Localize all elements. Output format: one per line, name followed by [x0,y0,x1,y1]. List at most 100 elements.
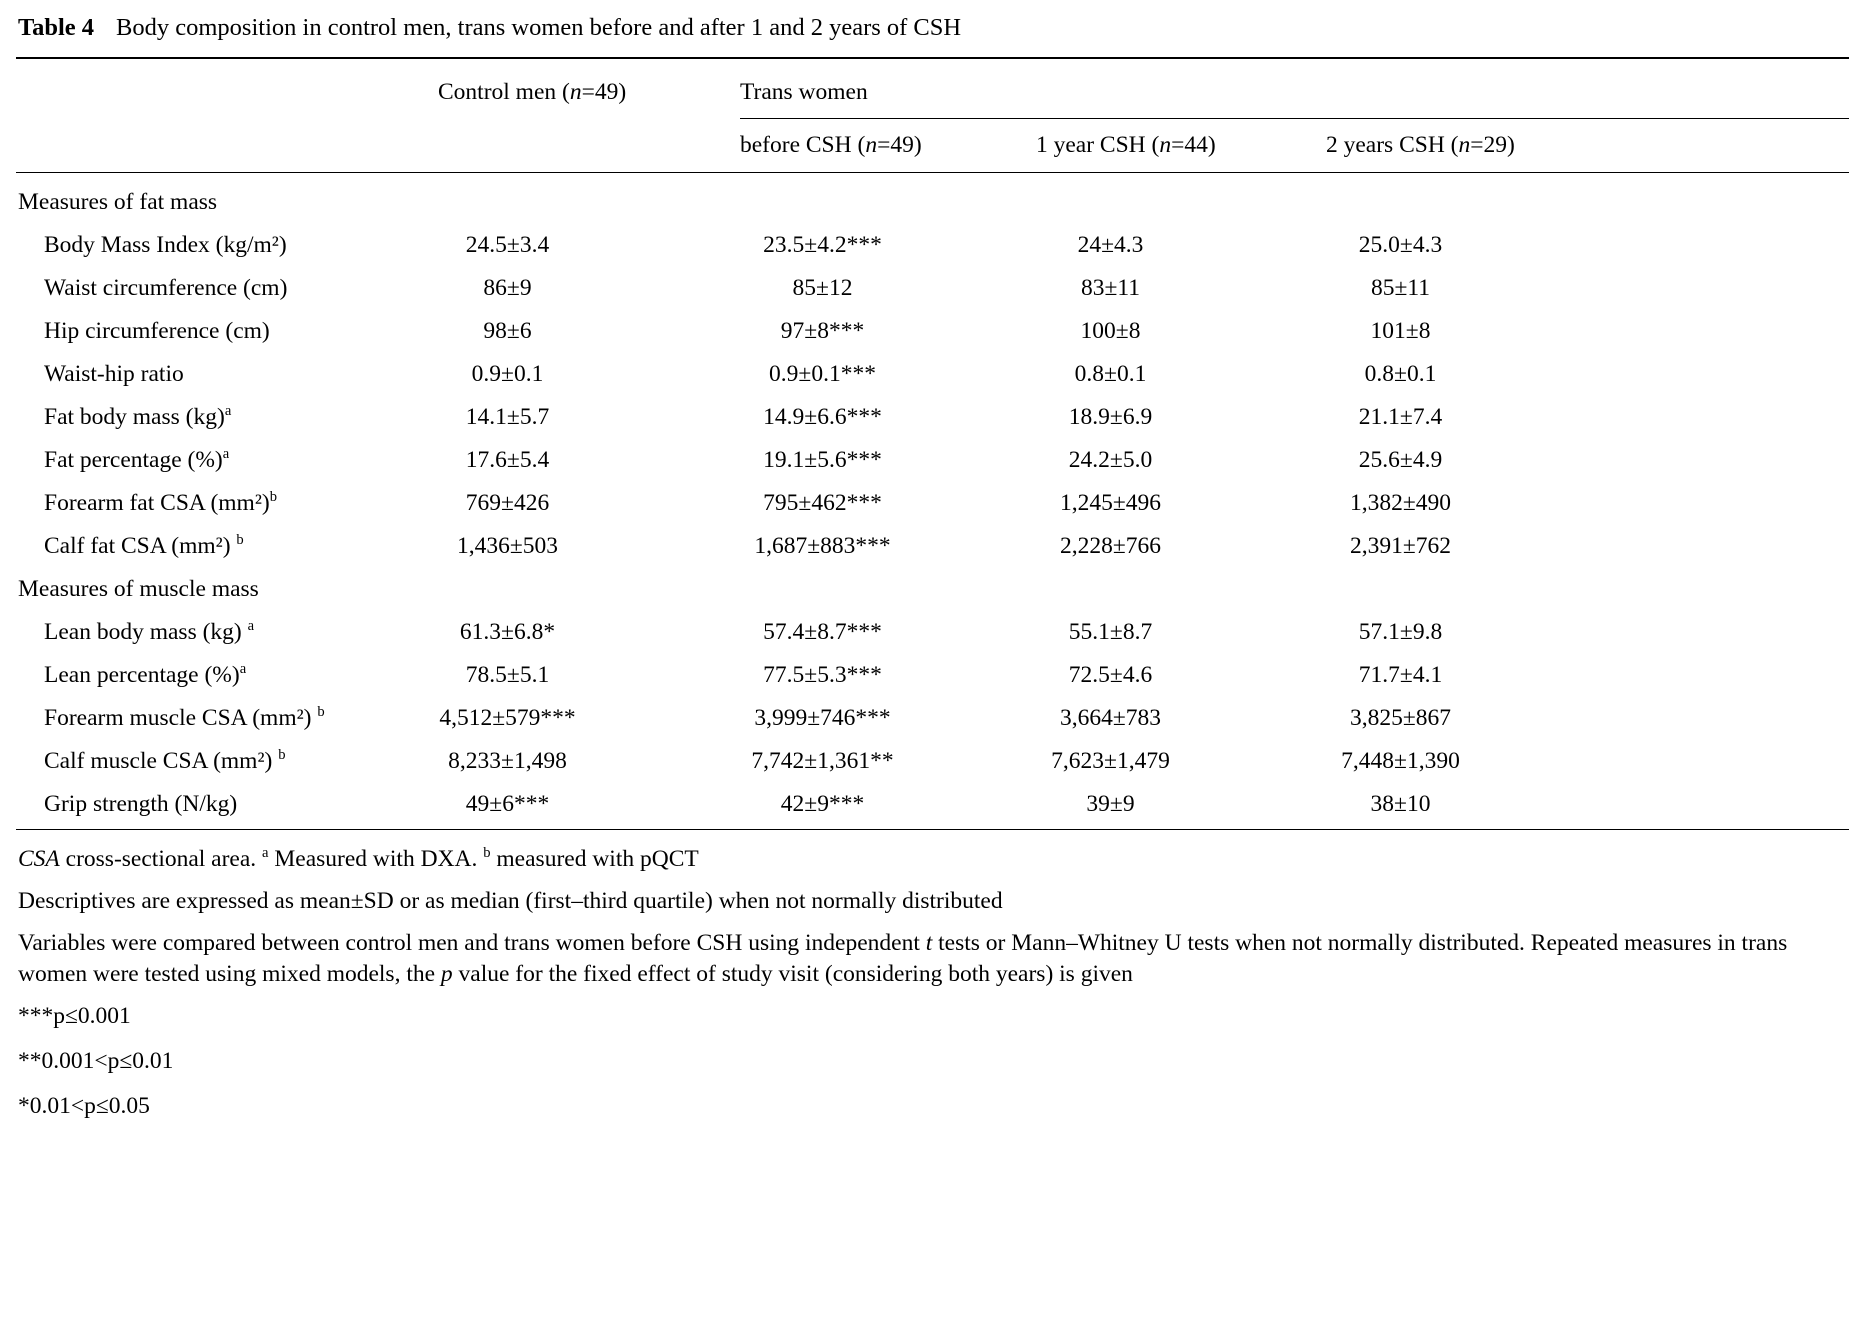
cell-value: 3,825±867 [1349,704,1452,731]
footnote-significance-01: **0.001<p≤0.01 [18,1047,174,1074]
table-header: Control men (n=49) Trans women before CS… [16,56,1850,173]
cell-value: 71.7±4.1 [1358,661,1443,688]
table-row: Lean percentage (%)a 78.5±5.1 77.5±5.3*** 7… [16,654,1849,697]
table-row: Grip strength (N/kg) 49±6*** 42±9*** 39±9 38… [16,782,1850,830]
footnote-significance-05: *0.01<p≤0.05 [18,1092,150,1119]
cell-value: 98±6 [483,317,532,344]
row-label: Lean body mass (kg) a [16,611,438,654]
table-caption: Table 4 Body composition in control men, … [18,12,1849,44]
row-label-text: Waist-hip ratio [44,360,184,387]
cell-value: 25.0±4.3 [1358,231,1443,258]
cell-value: 25.6±4.9 [1358,446,1443,473]
footnote-marker: b [317,704,325,721]
row-label-text: Lean body mass (kg) [44,618,248,645]
footnotes-block: CSA cross-sectional area. a Measured wit… [16,844,1849,1122]
cell-value: 1,436±503 [456,532,559,559]
cell-value: 83±11 [1080,274,1141,301]
cell-value: 14.1±5.7 [465,403,550,430]
cell-value: 18.9±6.9 [1068,403,1153,430]
row-label-text: Body Mass Index (kg/m²) [44,231,287,258]
row-label-text: Lean percentage (%) [44,661,240,688]
footnote-significance-001: ***p≤0.001 [18,1002,131,1029]
table-row: Fat body mass (kg)a 14.1±5.7 14.9±6.6*** 18… [16,396,1849,439]
cell-value: 78.5±5.1 [465,661,550,688]
cell-value: 77.5±5.3*** [763,661,882,688]
cell-value: 4,512±579*** [439,704,576,731]
row-label-text: Fat percentage (%) [44,446,223,473]
cell-value: 769±426 [465,489,550,516]
cell-value: 2,391±762 [1349,532,1452,559]
footnote-marker: b [278,747,286,764]
cell-value: 85±11 [1370,274,1431,301]
cell-value: 795±462*** [763,489,882,516]
footnote-marker: a [224,403,232,420]
row-label: Body Mass Index (kg/m²) [16,224,438,267]
column-header-1-year-csh: 1 year CSH (n=44) [1036,118,1326,173]
row-label-text: Calf fat CSA (mm²) [44,532,237,559]
row-label: Forearm muscle CSA (mm²) b [16,697,438,740]
table-row: Calf fat CSA (mm²) b 1,436±503 1,687±883**… [16,525,1849,568]
row-label: Waist circumference (cm) [16,267,438,310]
cell-value: 57.1±9.8 [1358,618,1443,645]
footnote-methods: Variables were compared between control … [18,929,1788,987]
table-row: Fat percentage (%)a 17.6±5.4 19.1±5.6*** 24… [16,439,1849,482]
cell-value: 101±8 [1370,317,1431,344]
row-label-text: Calf muscle CSA (mm²) [44,747,279,774]
empty-header-cell [16,56,438,173]
row-label-text: Grip strength (N/kg) [44,790,238,817]
column-header-before-csh: before CSH (n=49) [740,118,1036,173]
row-label: Hip circumference (cm) [16,310,438,353]
row-label: Waist-hip ratio [16,353,438,396]
cell-value: 55.1±8.7 [1068,618,1153,645]
cell-value: 97±8*** [780,317,865,344]
cell-value: 3,664±783 [1059,704,1162,731]
row-label-text: Fat body mass (kg) [44,403,225,430]
footnote-descriptives: Descriptives are expressed as mean±SD or… [18,887,1003,914]
cell-value: 24.2±5.0 [1068,446,1153,473]
row-label: Forearm fat CSA (mm²)b [16,482,438,525]
section-row: Measures of muscle mass [16,568,1849,611]
footnote-marker: b [236,532,244,549]
cell-value: 7,623±1,479 [1051,747,1170,774]
column-header-2-years-csh: 2 years CSH (n=29) [1326,118,1850,173]
cell-value: 1,245±496 [1059,489,1162,516]
footnote-marker: b [269,489,277,506]
cell-value: 1,687±883*** [754,532,891,559]
row-label: Calf fat CSA (mm²) b [16,525,438,568]
cell-value: 23.5±4.2*** [763,231,882,258]
cell-value: 49±6*** [438,782,740,830]
section-label: Measures of fat mass [18,188,218,215]
header-row-groups: Control men (n=49) Trans women [16,56,1850,173]
table-body: Measures of fat mass Body Mass Index (kg/… [16,172,1850,830]
table-row: Calf muscle CSA (mm²) b 8,233±1,498 7,742±… [16,740,1849,783]
cell-value: 24±4.3 [1077,231,1144,258]
row-label-text: Waist circumference (cm) [44,274,288,301]
row-label: Fat percentage (%)a [16,439,438,482]
row-label: Grip strength (N/kg) [16,782,438,830]
row-label: Calf muscle CSA (mm²) b [16,740,438,783]
cell-value: 2,228±766 [1059,532,1162,559]
cell-value: 19.1±5.6*** [763,446,882,473]
cell-value: 100±8 [1080,317,1141,344]
cell-value: 86±9 [483,274,532,301]
row-label: Lean percentage (%)a [16,654,438,697]
section-label: Measures of muscle mass [18,575,259,602]
cell-value: 61.3±6.8* [459,618,556,645]
row-label: Fat body mass (kg)a [16,396,438,439]
cell-value: 38±10 [1326,782,1850,830]
cell-value: 7,742±1,361** [751,747,894,774]
footnote-marker: a [247,618,255,635]
cell-value: 0.8±0.1 [1074,360,1147,387]
row-label-text: Forearm muscle CSA (mm²) [44,704,318,731]
cell-value: 72.5±4.6 [1068,661,1153,688]
body-composition-table: Control men (n=49) Trans women before CS… [16,56,1850,830]
cell-value: 14.9±6.6*** [763,403,882,430]
table-title-text: Body composition in control men, trans w… [116,14,962,41]
cell-value: 0.8±0.1 [1364,360,1437,387]
table-row: Body Mass Index (kg/m²) 24.5±3.4 23.5±4.2*… [16,224,1849,267]
table-row: Lean body mass (kg) a 61.3±6.8* 57.4±8.7**… [16,611,1849,654]
header-row-subcolumns: before CSH (n=49) 1 year CSH (n=44) 2 ye… [16,118,1850,173]
cell-value: 17.6±5.4 [465,446,550,473]
table-row: Waist circumference (cm) 86±9 85±12 83±11 85… [16,267,1849,310]
